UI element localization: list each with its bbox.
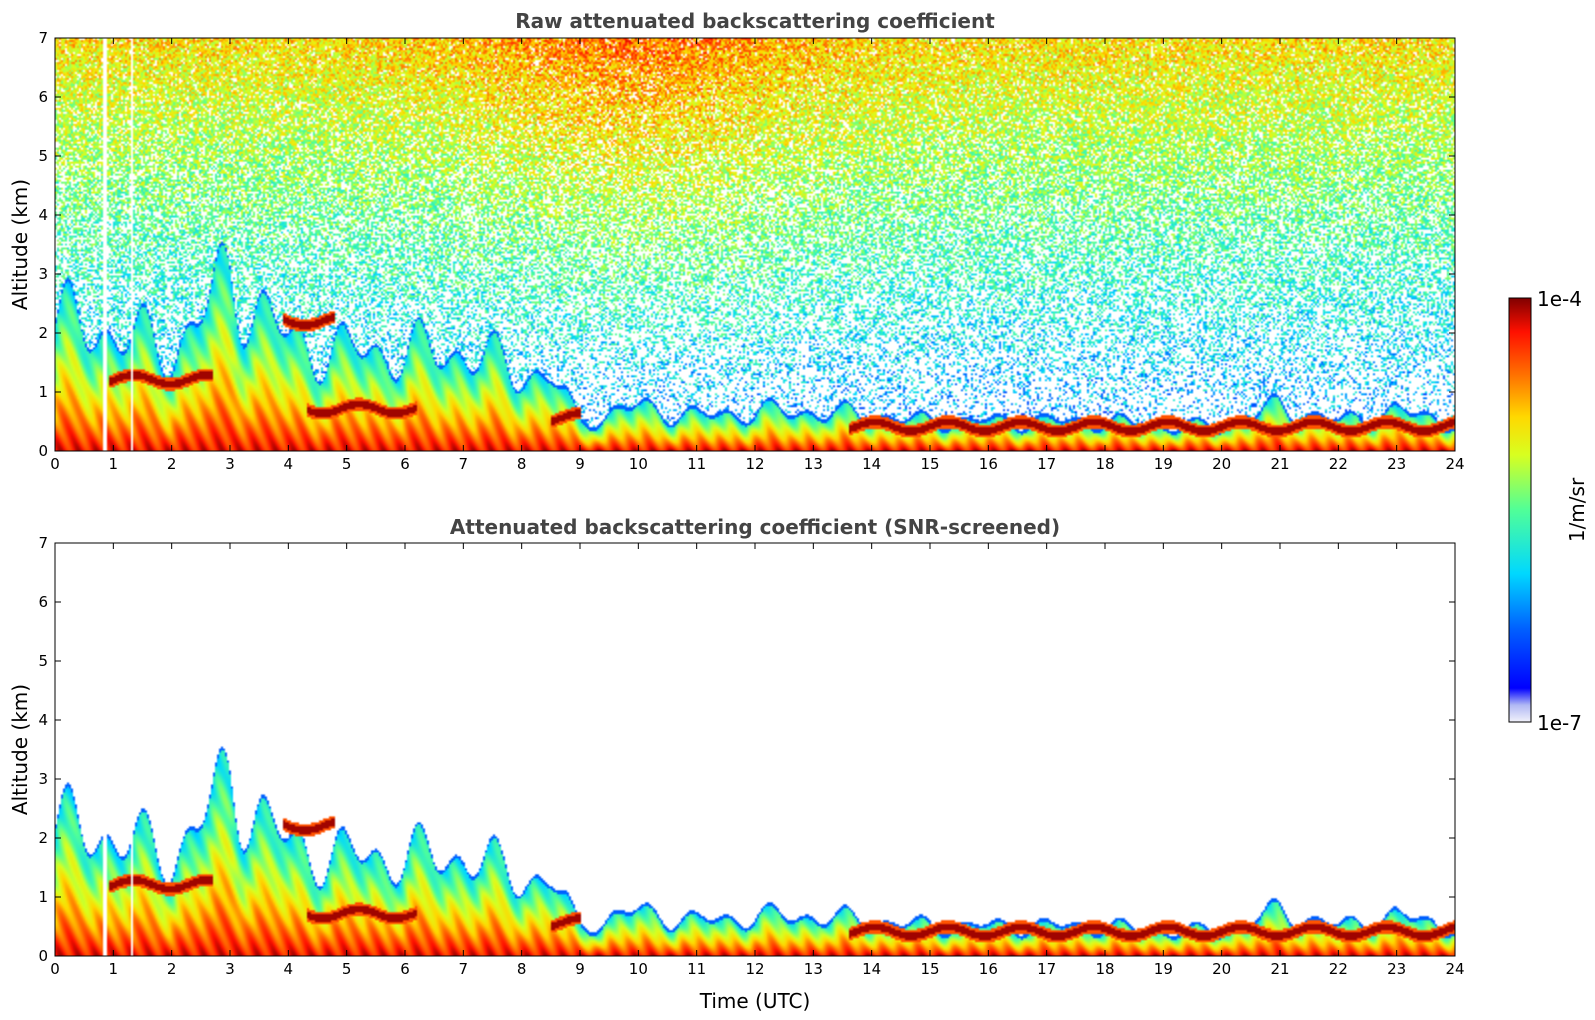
- x-tick-label: 3: [225, 455, 235, 473]
- x-tick-label: 2: [167, 455, 177, 473]
- y-tick-label: 1: [38, 888, 48, 906]
- x-tick-label: 7: [459, 960, 469, 978]
- raw-backscatter-heatmap: [55, 38, 1455, 451]
- x-tick-label: 5: [342, 960, 352, 978]
- x-tick-label: 10: [629, 960, 648, 978]
- x-tick-label: 15: [920, 960, 939, 978]
- y-tick-label: 5: [38, 652, 48, 670]
- x-tick-label: 3: [225, 960, 235, 978]
- colorbar-min-label: 1e-7: [1537, 711, 1582, 735]
- x-tick-label: 0: [50, 455, 60, 473]
- x-tick-label: 20: [1212, 960, 1231, 978]
- x-tick-label: 24: [1445, 455, 1464, 473]
- y-tick-label: 7: [38, 534, 48, 552]
- y-tick-label: 3: [38, 265, 48, 283]
- snr-screened-heatmap: [55, 543, 1455, 956]
- snr-screened-ylabel: Altitude (km): [8, 684, 32, 815]
- x-tick-label: 17: [1037, 960, 1056, 978]
- colorbar-gradient: [1508, 297, 1532, 723]
- x-tick-label: 23: [1387, 960, 1406, 978]
- x-tick-label: 1: [109, 455, 119, 473]
- x-tick-label: 13: [804, 960, 823, 978]
- x-tick-label: 12: [745, 960, 764, 978]
- colorbar: 1e-4 1e-7 1/m/sr: [1508, 287, 1589, 735]
- raw-backscatter-panel: 0 1 2 3 4 5 6 7 8 9 10 11 12 13 14 15 16 17 18 19 20 21 22 23 24…: [8, 9, 1465, 473]
- colorbar-unit-label: 1/m/sr: [1565, 477, 1589, 542]
- x-tick-label: 13: [804, 455, 823, 473]
- x-tick-label: 21: [1270, 455, 1289, 473]
- y-tick-label: 6: [38, 593, 48, 611]
- x-tick-label: 20: [1212, 455, 1231, 473]
- y-tick-label: 2: [38, 829, 48, 847]
- x-tick-label: 9: [575, 960, 585, 978]
- x-tick-label: 19: [1154, 960, 1173, 978]
- x-tick-label: 11: [687, 455, 706, 473]
- x-tick-label: 2: [167, 960, 177, 978]
- x-tick-label: 7: [459, 455, 469, 473]
- x-tick-label: 11: [687, 960, 706, 978]
- x-tick-label: 21: [1270, 960, 1289, 978]
- y-tick-label: 4: [38, 711, 48, 729]
- y-tick-label: 3: [38, 770, 48, 788]
- x-tick-label: 18: [1095, 455, 1114, 473]
- x-tick-label: 23: [1387, 455, 1406, 473]
- y-tick-label: 5: [38, 147, 48, 165]
- x-tick-label: 8: [517, 960, 527, 978]
- y-tick-label: 6: [38, 88, 48, 106]
- x-tick-label: 4: [284, 455, 294, 473]
- x-tick-label: 18: [1095, 960, 1114, 978]
- x-tick-label: 6: [400, 960, 410, 978]
- colorbar-max-label: 1e-4: [1537, 287, 1582, 311]
- x-tick-label: 22: [1329, 960, 1348, 978]
- x-tick-label: 8: [517, 455, 527, 473]
- snr-screened-xlabel: Time (UTC): [699, 989, 811, 1013]
- y-tick-label: 0: [38, 947, 48, 965]
- y-tick-label: 4: [38, 206, 48, 224]
- x-tick-label: 9: [575, 455, 585, 473]
- y-tick-label: 0: [38, 442, 48, 460]
- x-tick-label: 15: [920, 455, 939, 473]
- x-tick-label: 19: [1154, 455, 1173, 473]
- x-tick-label: 0: [50, 960, 60, 978]
- x-tick-label: 12: [745, 455, 764, 473]
- y-tick-label: 7: [38, 29, 48, 47]
- x-tick-label: 14: [862, 960, 881, 978]
- x-tick-label: 6: [400, 455, 410, 473]
- x-tick-label: 16: [979, 960, 998, 978]
- x-tick-label: 22: [1329, 455, 1348, 473]
- x-tick-label: 4: [284, 960, 294, 978]
- x-tick-label: 17: [1037, 455, 1056, 473]
- y-tick-label: 1: [38, 383, 48, 401]
- raw-backscatter-title: Raw attenuated backscattering coefficien…: [515, 9, 995, 33]
- x-tick-label: 10: [629, 455, 648, 473]
- x-tick-label: 1: [109, 960, 119, 978]
- snr-screened-panel: 0 1 2 3 4 5 6 7 8 9 10 11 12 13 14 15 16 17 18 19 20 21 22 23 24…: [8, 515, 1465, 1013]
- y-tick-label: 2: [38, 324, 48, 342]
- x-tick-label: 24: [1445, 960, 1464, 978]
- x-tick-label: 16: [979, 455, 998, 473]
- x-tick-label: 5: [342, 455, 352, 473]
- snr-screened-title: Attenuated backscattering coefficient (S…: [450, 515, 1060, 539]
- raw-backscatter-ylabel: Altitude (km): [8, 179, 32, 310]
- x-tick-label: 14: [862, 455, 881, 473]
